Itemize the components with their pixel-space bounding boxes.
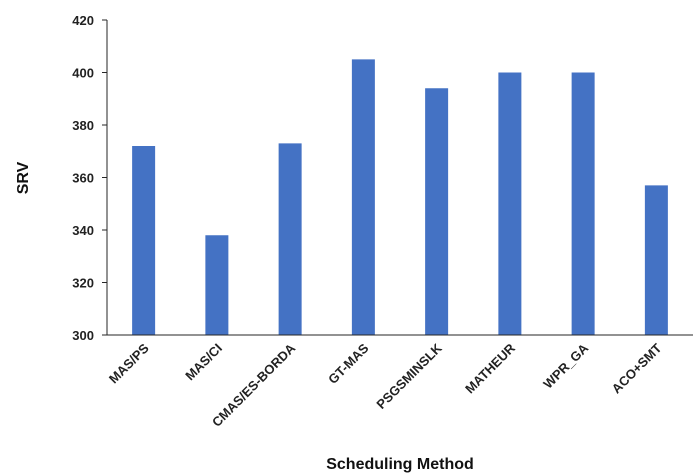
x-tick-label: MAS/CI bbox=[182, 341, 225, 384]
bar-gt-mas bbox=[351, 59, 375, 335]
y-axis-ticks: 300 320 340 360 380 400 420 bbox=[72, 13, 107, 343]
y-tick-label: 380 bbox=[72, 118, 94, 133]
bar-mas-ps bbox=[132, 146, 156, 335]
y-tick-label: 400 bbox=[72, 66, 94, 81]
y-tick-label: 360 bbox=[72, 171, 94, 186]
x-tick-label: WPR_GA bbox=[540, 340, 591, 391]
y-tick-label: 340 bbox=[72, 223, 94, 238]
bar-cmas-es-borda bbox=[278, 143, 302, 335]
bar-matheur bbox=[498, 72, 522, 335]
x-tick-label: PSGSMINSLK bbox=[373, 340, 445, 412]
x-axis-title: Scheduling Method bbox=[326, 456, 474, 473]
bar-psgsminslk bbox=[425, 88, 449, 335]
x-tick-label: ACO+SMT bbox=[609, 340, 665, 396]
x-tick-label: MAS/PS bbox=[106, 340, 152, 386]
y-axis-title: SRV bbox=[15, 161, 32, 194]
bars bbox=[132, 59, 668, 335]
bar-aco-smt bbox=[644, 185, 668, 335]
x-tick-label: GT-MAS bbox=[325, 340, 372, 387]
y-tick-label: 320 bbox=[72, 276, 94, 291]
y-tick-label: 300 bbox=[72, 328, 94, 343]
bar-wpr-ga bbox=[571, 72, 595, 335]
y-tick-label: 420 bbox=[72, 13, 94, 28]
x-tick-label: MATHEUR bbox=[462, 340, 518, 396]
bar-mas-ci bbox=[205, 235, 229, 335]
